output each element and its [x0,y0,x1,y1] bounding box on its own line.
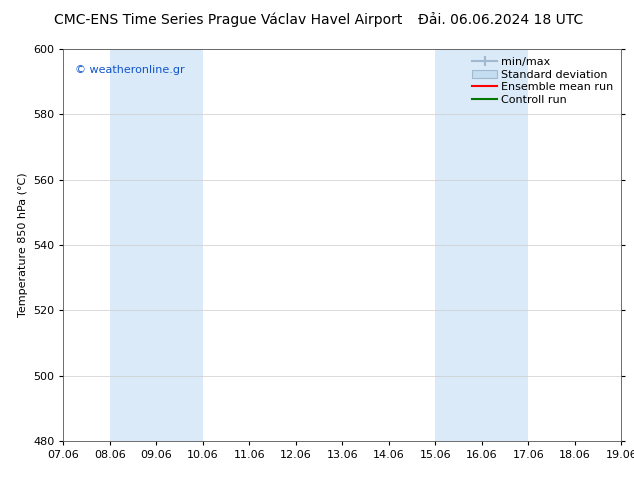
Bar [110,49,157,441]
Text: Đải. 06.06.2024 18 UTC: Đải. 06.06.2024 18 UTC [418,13,583,26]
Bar [157,49,203,441]
Bar [621,49,634,441]
Text: CMC-ENS Time Series Prague Václav Havel Airport: CMC-ENS Time Series Prague Václav Havel … [54,12,403,27]
Bar [436,49,482,441]
Text: © weatheronline.gr: © weatheronline.gr [75,65,184,74]
Y-axis label: Temperature 850 hPa (°C): Temperature 850 hPa (°C) [18,172,27,318]
Bar [482,49,528,441]
Legend: min/max, Standard deviation, Ensemble mean run, Controll run: min/max, Standard deviation, Ensemble me… [470,54,616,107]
